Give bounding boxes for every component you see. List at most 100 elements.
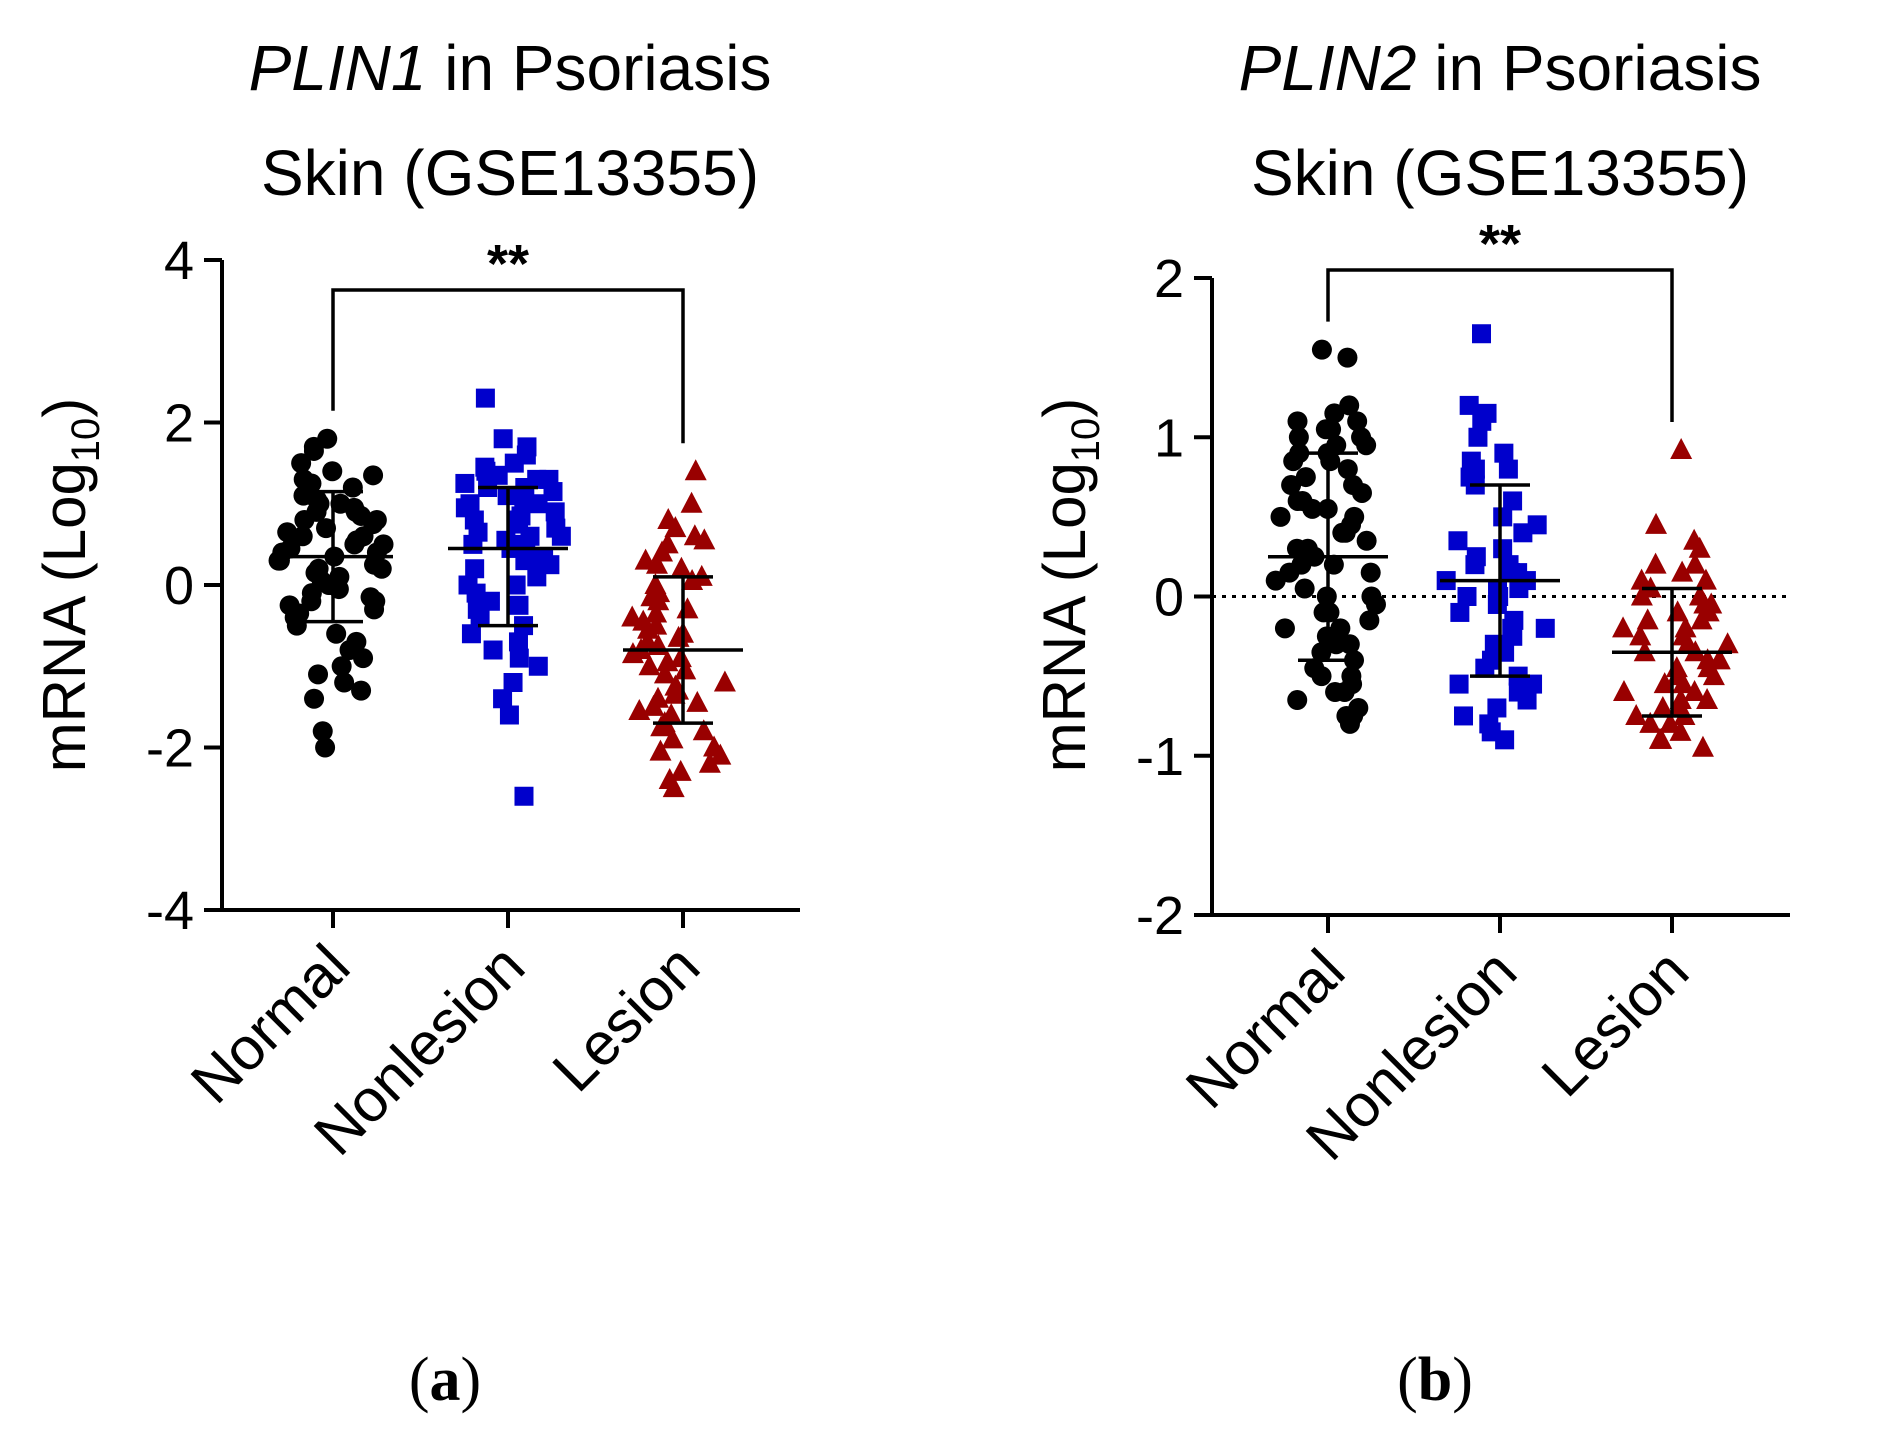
data-point xyxy=(632,609,655,631)
data-point xyxy=(681,568,704,590)
data-point xyxy=(1465,555,1485,575)
chart-title-line1: PLIN2 in Psoriasis xyxy=(1239,32,1762,104)
data-point xyxy=(693,528,716,550)
data-point xyxy=(514,786,534,806)
data-point xyxy=(308,558,329,579)
y-tick-label: -4 xyxy=(146,881,194,941)
data-point xyxy=(301,591,322,612)
panel-label: (a) xyxy=(409,1346,481,1414)
data-point xyxy=(1343,475,1364,496)
data-point xyxy=(499,705,519,725)
data-point xyxy=(353,526,374,547)
data-point xyxy=(1665,656,1688,678)
y-axis-label-main: mRNA (Log xyxy=(31,462,98,772)
data-point xyxy=(1335,522,1356,543)
data-point xyxy=(669,759,692,781)
data-point xyxy=(1334,682,1355,703)
y-axis-label-subscript: 10 xyxy=(64,418,108,463)
data-point xyxy=(331,656,352,677)
data-point xyxy=(503,673,523,692)
y-axis-label-subscript: 10 xyxy=(1064,418,1108,463)
data-point xyxy=(670,556,693,578)
data-point xyxy=(304,688,325,709)
y-tick-label: -1 xyxy=(1136,727,1184,787)
data-point xyxy=(483,640,503,660)
y-axis-label: mRNA (Log10) xyxy=(31,398,108,773)
data-point xyxy=(638,654,661,676)
data-point xyxy=(1311,666,1332,687)
data-point xyxy=(539,469,559,489)
data-point xyxy=(463,534,483,554)
data-point xyxy=(545,502,565,522)
data-point xyxy=(493,429,513,449)
y-axis-label: mRNA (Log10) xyxy=(1031,398,1108,773)
data-point xyxy=(1672,672,1695,694)
data-point xyxy=(628,698,651,720)
data-point xyxy=(1636,608,1659,630)
data-point xyxy=(1671,560,1694,582)
data-point xyxy=(1650,727,1673,749)
data-point xyxy=(1684,552,1707,574)
data-point xyxy=(1294,578,1315,599)
data-point xyxy=(351,680,372,701)
data-point xyxy=(650,715,673,737)
y-tick-label: 4 xyxy=(164,231,194,291)
data-point xyxy=(1343,705,1364,726)
data-point xyxy=(1694,568,1717,590)
series-lesion xyxy=(621,459,736,798)
data-point xyxy=(1297,538,1318,559)
chart-title-line2: Skin (GSE13355) xyxy=(1251,137,1749,209)
data-point xyxy=(371,558,392,579)
data-point xyxy=(1659,711,1682,733)
data-point xyxy=(365,591,386,612)
data-point xyxy=(509,595,529,615)
data-point xyxy=(363,465,384,486)
data-point xyxy=(528,656,548,676)
data-point xyxy=(1503,491,1523,511)
data-point xyxy=(1320,451,1341,472)
data-point xyxy=(1535,618,1555,638)
data-point xyxy=(709,743,732,765)
panel-label-open: ( xyxy=(409,1346,430,1414)
data-point xyxy=(642,694,665,716)
chart-title-rest: in Psoriasis xyxy=(426,32,771,104)
data-point xyxy=(1517,690,1537,710)
data-point xyxy=(1449,674,1469,694)
data-point xyxy=(515,551,535,571)
data-point xyxy=(1612,616,1635,638)
data-point xyxy=(1509,579,1529,599)
data-point xyxy=(686,690,709,712)
chart-title-rest: in Psoriasis xyxy=(1416,32,1761,104)
significance-label: ** xyxy=(487,234,529,294)
data-point xyxy=(1629,624,1652,646)
data-point xyxy=(493,689,513,709)
data-point xyxy=(292,526,313,547)
panel-label-open: ( xyxy=(1397,1346,1418,1414)
data-point xyxy=(306,501,327,522)
data-point xyxy=(1513,523,1533,543)
data-point xyxy=(506,510,526,530)
data-point xyxy=(1494,443,1514,463)
y-tick-label: 0 xyxy=(164,556,194,616)
data-point xyxy=(674,658,697,680)
data-point xyxy=(1448,531,1468,551)
y-axis-label-close: ) xyxy=(1031,398,1098,418)
data-point xyxy=(1454,706,1474,726)
data-point xyxy=(1356,530,1377,551)
data-point xyxy=(334,672,355,693)
data-point xyxy=(461,624,481,644)
data-point xyxy=(1450,602,1470,622)
data-point xyxy=(312,721,333,742)
data-point xyxy=(455,473,475,493)
x-category-label: Lesion xyxy=(540,932,712,1104)
data-point xyxy=(645,601,668,623)
data-point xyxy=(366,542,387,563)
panel-label-letter: a xyxy=(430,1346,461,1414)
data-point xyxy=(308,664,329,685)
data-point xyxy=(649,739,672,761)
data-point xyxy=(1347,411,1368,432)
x-category-label: Lesion xyxy=(1529,937,1701,1109)
data-point xyxy=(1644,552,1667,574)
data-point xyxy=(1693,592,1716,614)
data-point xyxy=(1324,403,1345,424)
